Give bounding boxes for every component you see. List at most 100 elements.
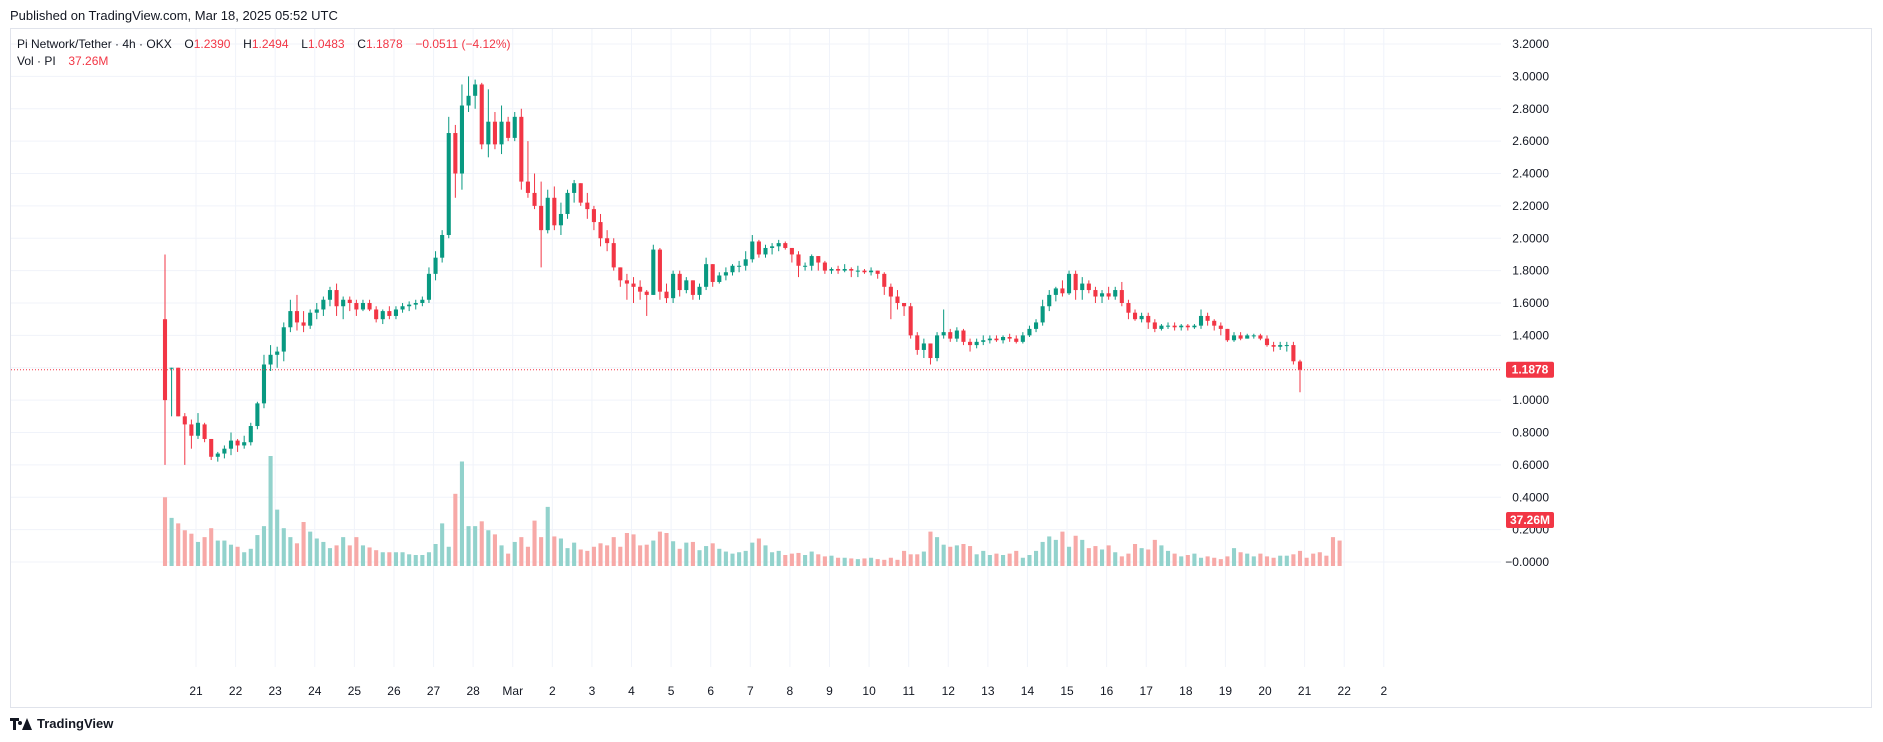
candle-body — [281, 327, 286, 352]
volume-label[interactable]: Vol · PI — [17, 54, 56, 68]
time-axis[interactable]: 21 22 23 24 25 26 27 28 Mar 2 3 4 5 6 7 8 9 10 11 12 13 14 15 1… — [189, 684, 1387, 698]
volume-bar — [1198, 557, 1204, 566]
volume-bar — [486, 530, 491, 566]
open-value: 1.2390 — [193, 37, 231, 51]
volume-bar — [1258, 553, 1263, 566]
time-tick-label: 21 — [1298, 684, 1312, 698]
volume-bar — [327, 548, 333, 566]
candle-body — [690, 280, 695, 295]
candle-body — [572, 183, 577, 193]
volume-bar — [294, 543, 300, 566]
candle-body — [433, 257, 438, 274]
volume-bar — [459, 461, 464, 566]
volume-badge-label: 37.26M — [1510, 513, 1550, 527]
candle-body — [1278, 345, 1283, 347]
volume-bar — [611, 537, 616, 566]
candle-body — [1027, 328, 1032, 336]
candle-body — [842, 269, 847, 271]
volume-bar — [743, 550, 748, 566]
price-tick-label: 1.0000 — [1512, 393, 1549, 407]
candle-body — [294, 311, 300, 323]
volume-bar — [162, 497, 168, 566]
volume-bar — [994, 553, 999, 566]
volume-bar — [1139, 548, 1144, 566]
volume-bar — [1179, 556, 1184, 566]
candle-body — [466, 95, 471, 106]
volume-bar — [895, 559, 900, 566]
candle-body — [618, 267, 623, 281]
symbol-label[interactable]: Pi Network/Tether · 4h · OKX — [17, 37, 172, 51]
time-tick-label: 2 — [1380, 684, 1387, 698]
tradingview-footer[interactable]: TradingView — [10, 716, 113, 731]
candle-body — [816, 256, 821, 263]
candle-body — [638, 286, 643, 292]
candle-body — [1212, 320, 1217, 326]
candle-body — [585, 202, 590, 210]
time-tick-label: 4 — [628, 684, 635, 698]
price-tick-label: −0.0000 — [1505, 555, 1549, 569]
candle-body — [677, 273, 682, 291]
candle-body — [453, 133, 458, 174]
volume-bar — [730, 553, 735, 566]
chart-frame[interactable]: 3.2000 3.0000 2.8000 2.6000 2.4000 2.2000 2.00… — [10, 28, 1872, 708]
volume-bar — [1020, 557, 1025, 566]
price-axis[interactable]: 3.2000 3.0000 2.8000 2.6000 2.4000 2.2000 2.00… — [1505, 37, 1549, 569]
last-price-label: 1.1878 — [1512, 363, 1549, 377]
candle-body — [268, 354, 273, 365]
candle-body — [783, 243, 788, 248]
time-tick-label: 24 — [308, 684, 322, 698]
volume-bar — [1146, 549, 1151, 566]
volume-bar — [1264, 556, 1270, 566]
candle-body — [1146, 315, 1151, 323]
volume-bar — [525, 546, 530, 566]
volume-bar — [631, 534, 636, 566]
candle-body — [426, 273, 431, 300]
candle-body — [327, 290, 333, 300]
candle-body — [1284, 345, 1289, 347]
candle-body — [387, 311, 392, 316]
ohlc-legend-row[interactable]: Pi Network/Tether · 4h · OKX O1.2390 H1.… — [17, 36, 511, 53]
volume-bar — [1324, 555, 1329, 566]
time-tick-label: 7 — [747, 684, 754, 698]
volume-bar — [512, 541, 517, 566]
volume-bar — [1218, 559, 1223, 566]
candle-body — [803, 265, 808, 267]
volume-bar — [697, 550, 702, 566]
volume-bar — [704, 546, 709, 566]
price-tick-label: 0.6000 — [1512, 458, 1549, 472]
volume-bar — [1172, 553, 1177, 566]
candle-body — [459, 105, 464, 174]
candle-body — [921, 343, 926, 350]
candle-body — [367, 303, 372, 310]
volume-bar — [717, 548, 722, 566]
candle-body — [545, 197, 550, 231]
volume-bar — [1238, 552, 1243, 566]
volume-bar — [836, 557, 841, 566]
candle-body — [499, 121, 504, 145]
volume-bar — [1086, 548, 1091, 566]
price-chart[interactable]: 3.2000 3.0000 2.8000 2.6000 2.4000 2.2000 2.00… — [11, 29, 1873, 709]
candle-body — [915, 335, 920, 350]
volume-bar — [426, 552, 431, 566]
volume-bar — [321, 541, 326, 566]
candle-body — [215, 453, 220, 457]
candle-body — [822, 262, 827, 271]
volume-legend-row[interactable]: Vol · PI 37.26M — [17, 53, 511, 70]
candle-body — [605, 238, 610, 244]
time-tick-label: 18 — [1179, 684, 1193, 698]
candle-body — [1126, 303, 1131, 313]
volume-bar — [829, 555, 834, 566]
volume-bar — [222, 540, 227, 566]
volume-bar — [466, 526, 471, 566]
volume-bar — [624, 533, 629, 566]
candle-body — [1231, 335, 1237, 341]
candlesticks — [162, 76, 1303, 465]
volume-bar — [671, 541, 676, 566]
volume-bar — [367, 547, 372, 566]
price-tick-label: 1.8000 — [1512, 264, 1549, 278]
volume-bar — [1251, 556, 1256, 566]
volume-bar — [763, 545, 768, 566]
candle-body — [1185, 325, 1190, 328]
volume-bar — [1132, 544, 1138, 566]
candle-body — [1179, 325, 1184, 328]
